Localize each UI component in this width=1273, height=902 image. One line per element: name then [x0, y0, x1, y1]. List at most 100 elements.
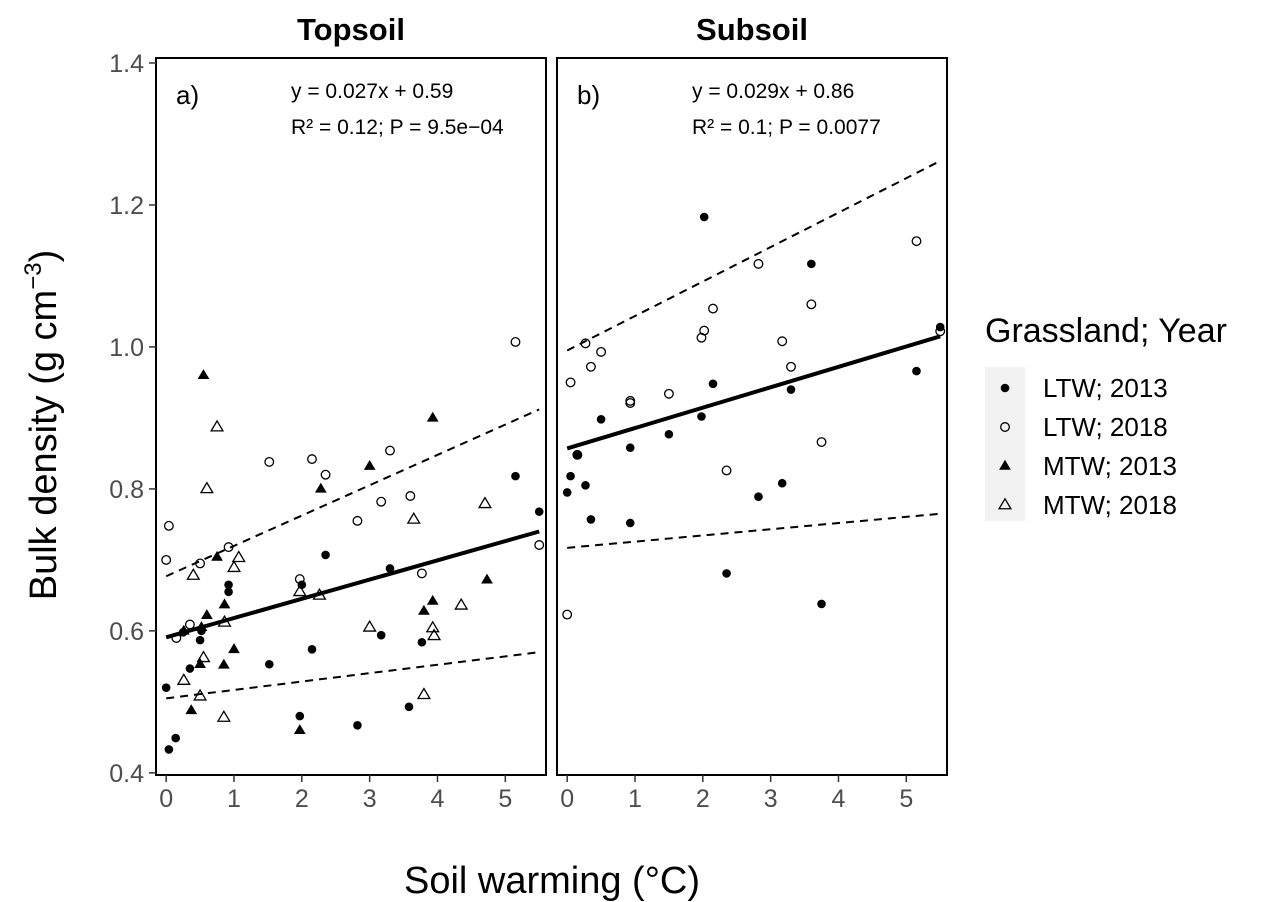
y-tick-label: 0.6 [109, 618, 144, 646]
data-point [320, 469, 331, 480]
data-point [625, 395, 636, 406]
data-point [534, 540, 545, 550]
data-point [817, 599, 826, 609]
data-point [376, 630, 386, 640]
data-point [416, 568, 427, 579]
panel-2: Subsoil b) y = 0.029x + 0.86 R² = 0.1; P = … [556, 12, 948, 813]
data-point [307, 454, 317, 465]
data-point [427, 628, 442, 641]
data-point [565, 377, 576, 388]
y-tick-label: 0.4 [109, 760, 144, 788]
data-point [405, 491, 416, 501]
legend: Grassland; Year LTW; 2013 LTW; 2018 MTW;… [985, 312, 1227, 521]
data-point [721, 465, 732, 476]
x-tick-label: 3 [764, 785, 778, 813]
y-tick-label: 1.2 [109, 192, 144, 220]
data-point [534, 507, 544, 516]
legend-key-filled-circle [1000, 383, 1010, 393]
data-point [376, 496, 387, 507]
data-point [224, 587, 233, 597]
legend-keys [997, 383, 1013, 510]
data-point [195, 558, 206, 569]
panel-label: a) [176, 80, 199, 110]
x-tick-label: 4 [832, 785, 846, 813]
data-point [699, 325, 710, 336]
y-axis-title: Bulk density (g cm−3) [20, 250, 65, 600]
data-point [596, 346, 607, 357]
legend-key-open-triangle [997, 497, 1013, 510]
y-tick-label: 0.8 [109, 476, 144, 504]
ci-lower-line [166, 651, 540, 700]
panel-frame [155, 57, 547, 776]
data-point [363, 459, 376, 470]
data-point [231, 550, 246, 563]
data-point [708, 303, 718, 314]
data-point [294, 574, 305, 585]
data-point [199, 481, 214, 494]
data-point [264, 659, 274, 669]
data-point [912, 366, 921, 376]
regression-line [165, 529, 540, 640]
x-axis-title: Soil warming (°C) [404, 860, 700, 902]
data-point [211, 550, 223, 561]
data-point [786, 385, 796, 394]
data-point [585, 361, 596, 372]
data-point [163, 520, 174, 531]
data-point [786, 361, 796, 372]
data-point [218, 598, 231, 609]
data-point [321, 550, 330, 560]
data-point [777, 336, 788, 347]
data-point [185, 704, 198, 715]
data-point [184, 619, 195, 630]
data-point [510, 337, 521, 347]
data-point [586, 515, 596, 524]
data-point [699, 212, 709, 222]
data-point [935, 326, 946, 337]
data-point [562, 609, 573, 620]
x-tick-label: 2 [295, 785, 309, 813]
y-tick-label: 1.4 [109, 50, 144, 78]
data-point [708, 379, 718, 389]
y-tick-label: 1.0 [109, 334, 144, 362]
data-point [185, 664, 195, 673]
panel-title: Subsoil [696, 12, 808, 47]
data-point [911, 236, 922, 247]
panel-frame [556, 57, 948, 776]
data-point [580, 338, 591, 349]
data-point [406, 511, 421, 524]
x-tick-label: 0 [560, 785, 574, 813]
x-tick-label: 1 [227, 785, 241, 813]
legend-key-filled-triangle [999, 459, 1011, 470]
ci-lower-line [567, 512, 941, 549]
regression-equation: y = 0.029x + 0.86 [692, 80, 854, 103]
regression-stats: R² = 0.12; P = 9.5e−04 [291, 116, 504, 139]
data-point [404, 702, 414, 712]
data-point [216, 710, 231, 722]
data-point [426, 594, 439, 605]
data-point [197, 369, 210, 380]
data-point [417, 637, 427, 647]
legend-key-open-circle [1000, 422, 1010, 432]
data-point [581, 481, 590, 490]
data-point [292, 584, 307, 597]
data-point [362, 619, 377, 632]
data-point [722, 569, 731, 578]
data-point [307, 645, 317, 654]
data-point [223, 542, 234, 553]
ci-upper-line [566, 160, 941, 352]
data-point [777, 478, 787, 488]
data-point [314, 482, 327, 493]
data-point [426, 411, 439, 422]
regression-equation: y = 0.027x + 0.59 [291, 80, 453, 103]
legend-label-ltw-2013: LTW; 2013 [1043, 373, 1168, 403]
data-point [481, 573, 493, 584]
data-point [161, 683, 171, 692]
x-tick-label: 2 [696, 785, 710, 813]
data-point [295, 711, 305, 721]
data-point [352, 515, 363, 526]
y-axis-title-main: Bulk density (g cm [23, 290, 65, 600]
data-point [193, 688, 208, 701]
x-tick-label: 3 [363, 785, 377, 813]
data-point [416, 687, 431, 700]
regression-line [566, 334, 941, 451]
